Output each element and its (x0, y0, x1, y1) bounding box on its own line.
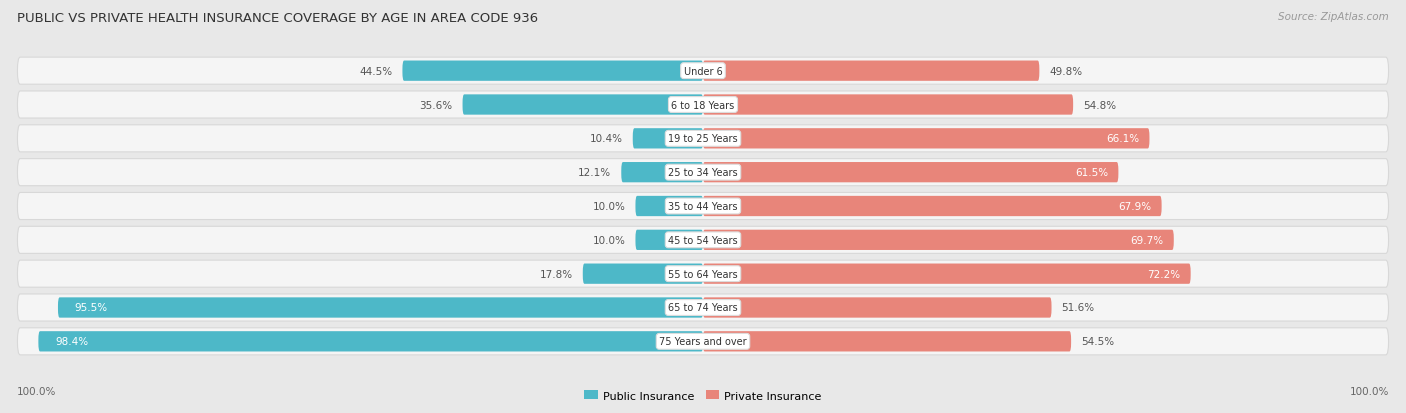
FancyBboxPatch shape (17, 227, 1389, 254)
FancyBboxPatch shape (463, 95, 703, 115)
Text: 95.5%: 95.5% (75, 303, 108, 313)
Text: 10.4%: 10.4% (589, 134, 623, 144)
Text: 54.5%: 54.5% (1081, 337, 1115, 347)
Text: 100.0%: 100.0% (1350, 387, 1389, 396)
Text: 19 to 25 Years: 19 to 25 Years (668, 134, 738, 144)
Text: 51.6%: 51.6% (1062, 303, 1095, 313)
FancyBboxPatch shape (703, 331, 1071, 351)
FancyBboxPatch shape (38, 331, 703, 351)
Text: 35 to 44 Years: 35 to 44 Years (668, 202, 738, 211)
Text: 45 to 54 Years: 45 to 54 Years (668, 235, 738, 245)
FancyBboxPatch shape (17, 92, 1389, 119)
Text: PUBLIC VS PRIVATE HEALTH INSURANCE COVERAGE BY AGE IN AREA CODE 936: PUBLIC VS PRIVATE HEALTH INSURANCE COVER… (17, 12, 538, 25)
Text: 61.5%: 61.5% (1076, 168, 1108, 178)
FancyBboxPatch shape (17, 159, 1389, 186)
FancyBboxPatch shape (582, 264, 703, 284)
Text: Source: ZipAtlas.com: Source: ZipAtlas.com (1278, 12, 1389, 22)
FancyBboxPatch shape (636, 230, 703, 250)
FancyBboxPatch shape (703, 230, 1174, 250)
FancyBboxPatch shape (58, 298, 703, 318)
Text: 100.0%: 100.0% (17, 387, 56, 396)
FancyBboxPatch shape (621, 163, 703, 183)
Legend: Public Insurance, Private Insurance: Public Insurance, Private Insurance (579, 386, 827, 405)
FancyBboxPatch shape (636, 196, 703, 217)
Text: 12.1%: 12.1% (578, 168, 612, 178)
FancyBboxPatch shape (402, 62, 703, 82)
Text: 98.4%: 98.4% (55, 337, 89, 347)
FancyBboxPatch shape (703, 163, 1118, 183)
Text: 25 to 34 Years: 25 to 34 Years (668, 168, 738, 178)
FancyBboxPatch shape (703, 129, 1150, 149)
FancyBboxPatch shape (17, 193, 1389, 220)
FancyBboxPatch shape (17, 294, 1389, 321)
Text: 10.0%: 10.0% (592, 235, 626, 245)
Text: Under 6: Under 6 (683, 66, 723, 76)
Text: 66.1%: 66.1% (1107, 134, 1139, 144)
FancyBboxPatch shape (703, 196, 1161, 217)
FancyBboxPatch shape (633, 129, 703, 149)
Text: 69.7%: 69.7% (1130, 235, 1164, 245)
Text: 17.8%: 17.8% (540, 269, 572, 279)
Text: 67.9%: 67.9% (1118, 202, 1152, 211)
Text: 54.8%: 54.8% (1083, 100, 1116, 110)
Text: 44.5%: 44.5% (359, 66, 392, 76)
Text: 65 to 74 Years: 65 to 74 Years (668, 303, 738, 313)
FancyBboxPatch shape (703, 62, 1039, 82)
FancyBboxPatch shape (703, 264, 1191, 284)
Text: 55 to 64 Years: 55 to 64 Years (668, 269, 738, 279)
Text: 10.0%: 10.0% (592, 202, 626, 211)
Text: 6 to 18 Years: 6 to 18 Years (672, 100, 734, 110)
FancyBboxPatch shape (703, 298, 1052, 318)
FancyBboxPatch shape (703, 95, 1073, 115)
FancyBboxPatch shape (17, 328, 1389, 355)
Text: 75 Years and over: 75 Years and over (659, 337, 747, 347)
FancyBboxPatch shape (17, 126, 1389, 152)
FancyBboxPatch shape (17, 261, 1389, 287)
Text: 35.6%: 35.6% (419, 100, 453, 110)
FancyBboxPatch shape (17, 58, 1389, 85)
Text: 49.8%: 49.8% (1049, 66, 1083, 76)
Text: 72.2%: 72.2% (1147, 269, 1181, 279)
